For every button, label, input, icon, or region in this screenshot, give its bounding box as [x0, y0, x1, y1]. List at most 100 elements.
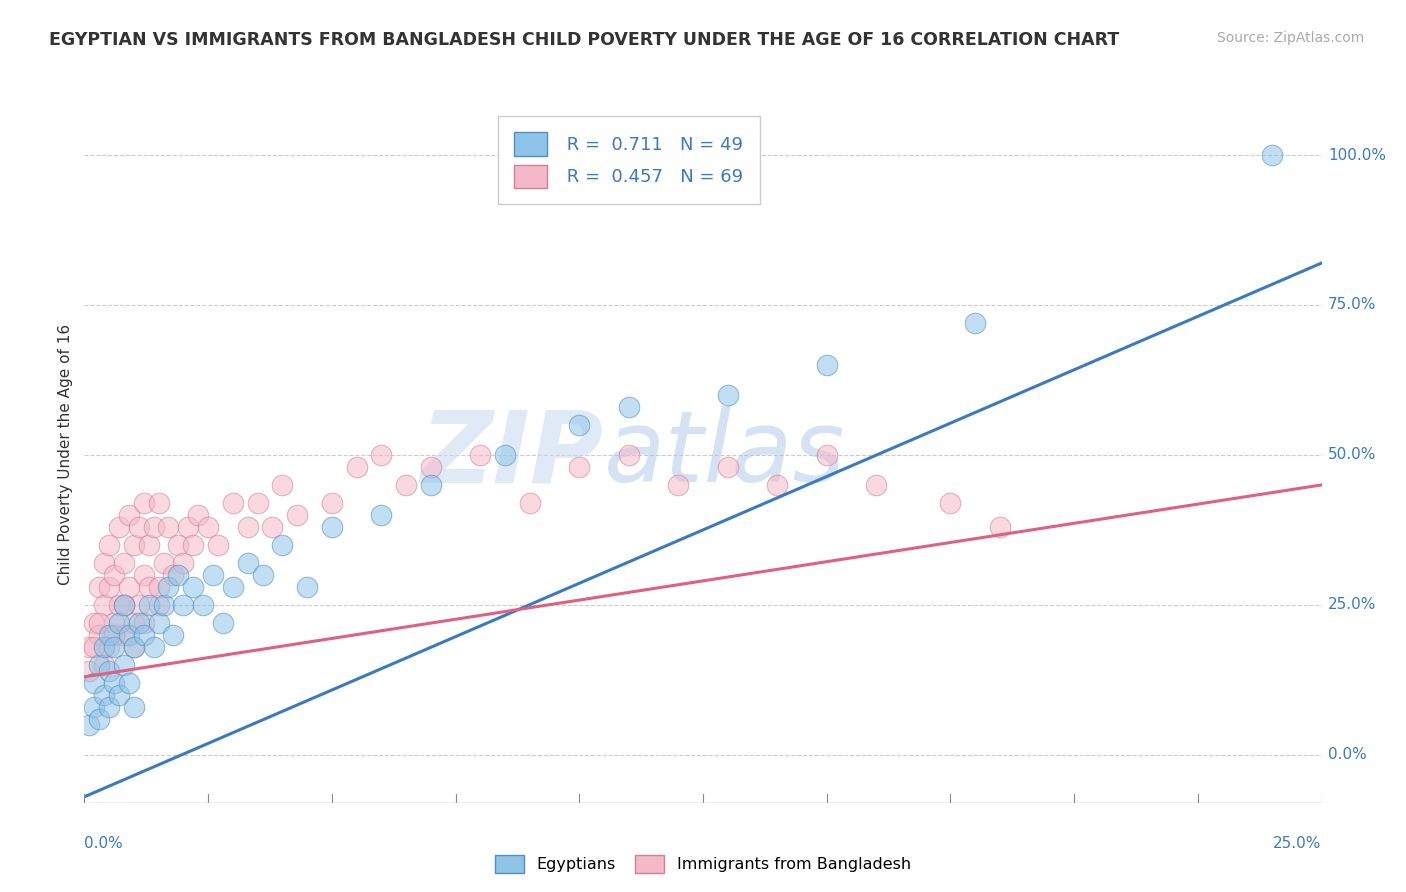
- Point: [494, 448, 516, 462]
- Point: [157, 580, 180, 594]
- Point: [197, 520, 219, 534]
- Point: [252, 567, 274, 582]
- Point: [262, 520, 284, 534]
- Point: [108, 615, 131, 630]
- Point: [103, 615, 125, 630]
- Point: [83, 676, 105, 690]
- Point: [98, 580, 121, 594]
- Point: [181, 538, 204, 552]
- Point: [132, 628, 155, 642]
- Point: [222, 580, 245, 594]
- Point: [148, 615, 170, 630]
- Point: [118, 580, 141, 594]
- Point: [617, 448, 640, 462]
- Point: [93, 688, 115, 702]
- Point: [965, 316, 987, 330]
- Point: [132, 567, 155, 582]
- Point: [98, 538, 121, 552]
- Point: [89, 615, 111, 630]
- Point: [132, 496, 155, 510]
- Point: [128, 598, 150, 612]
- Point: [103, 640, 125, 654]
- Point: [148, 580, 170, 594]
- Point: [142, 520, 165, 534]
- Point: [162, 567, 184, 582]
- Y-axis label: Child Poverty Under the Age of 16: Child Poverty Under the Age of 16: [58, 325, 73, 585]
- Point: [103, 628, 125, 642]
- Point: [108, 688, 131, 702]
- Point: [177, 520, 200, 534]
- Point: [103, 676, 125, 690]
- Point: [93, 640, 115, 654]
- Point: [666, 478, 689, 492]
- Point: [717, 459, 740, 474]
- Point: [246, 496, 269, 510]
- Text: atlas: atlas: [605, 407, 845, 503]
- Point: [98, 664, 121, 678]
- Point: [112, 628, 135, 642]
- Point: [202, 567, 225, 582]
- Point: [172, 556, 194, 570]
- Point: [138, 580, 160, 594]
- Point: [717, 388, 740, 402]
- Point: [321, 496, 343, 510]
- Point: [815, 448, 838, 462]
- Legend:  R =  0.711   N = 49,  R =  0.457   N = 69: R = 0.711 N = 49, R = 0.457 N = 69: [498, 116, 759, 204]
- Point: [236, 556, 259, 570]
- Point: [122, 640, 145, 654]
- Point: [766, 478, 789, 492]
- Point: [138, 538, 160, 552]
- Point: [939, 496, 962, 510]
- Point: [568, 459, 591, 474]
- Point: [295, 580, 318, 594]
- Point: [79, 664, 101, 678]
- Point: [172, 598, 194, 612]
- Point: [212, 615, 235, 630]
- Point: [79, 640, 101, 654]
- Point: [93, 657, 115, 672]
- Point: [157, 520, 180, 534]
- Point: [285, 508, 308, 522]
- Point: [1261, 148, 1284, 162]
- Point: [181, 580, 204, 594]
- Point: [568, 417, 591, 432]
- Point: [108, 598, 131, 612]
- Point: [419, 459, 441, 474]
- Point: [152, 556, 174, 570]
- Point: [370, 448, 392, 462]
- Point: [89, 657, 111, 672]
- Text: 75.0%: 75.0%: [1327, 297, 1376, 312]
- Point: [148, 496, 170, 510]
- Point: [419, 478, 441, 492]
- Text: EGYPTIAN VS IMMIGRANTS FROM BANGLADESH CHILD POVERTY UNDER THE AGE OF 16 CORRELA: EGYPTIAN VS IMMIGRANTS FROM BANGLADESH C…: [49, 31, 1119, 49]
- Point: [128, 520, 150, 534]
- Point: [865, 478, 887, 492]
- Text: 0.0%: 0.0%: [1327, 747, 1367, 763]
- Point: [271, 538, 294, 552]
- Point: [98, 628, 121, 642]
- Point: [118, 676, 141, 690]
- Point: [98, 640, 121, 654]
- Point: [118, 508, 141, 522]
- Point: [128, 615, 150, 630]
- Point: [152, 598, 174, 612]
- Point: [103, 567, 125, 582]
- Point: [191, 598, 214, 612]
- Point: [93, 556, 115, 570]
- Point: [122, 538, 145, 552]
- Point: [83, 640, 105, 654]
- Point: [89, 712, 111, 726]
- Point: [617, 400, 640, 414]
- Point: [118, 628, 141, 642]
- Point: [271, 478, 294, 492]
- Point: [83, 699, 105, 714]
- Text: 0.0%: 0.0%: [84, 836, 124, 851]
- Point: [83, 615, 105, 630]
- Point: [162, 628, 184, 642]
- Point: [167, 538, 190, 552]
- Point: [108, 520, 131, 534]
- Legend: Egyptians, Immigrants from Bangladesh: Egyptians, Immigrants from Bangladesh: [489, 848, 917, 880]
- Point: [138, 598, 160, 612]
- Point: [395, 478, 418, 492]
- Point: [148, 598, 170, 612]
